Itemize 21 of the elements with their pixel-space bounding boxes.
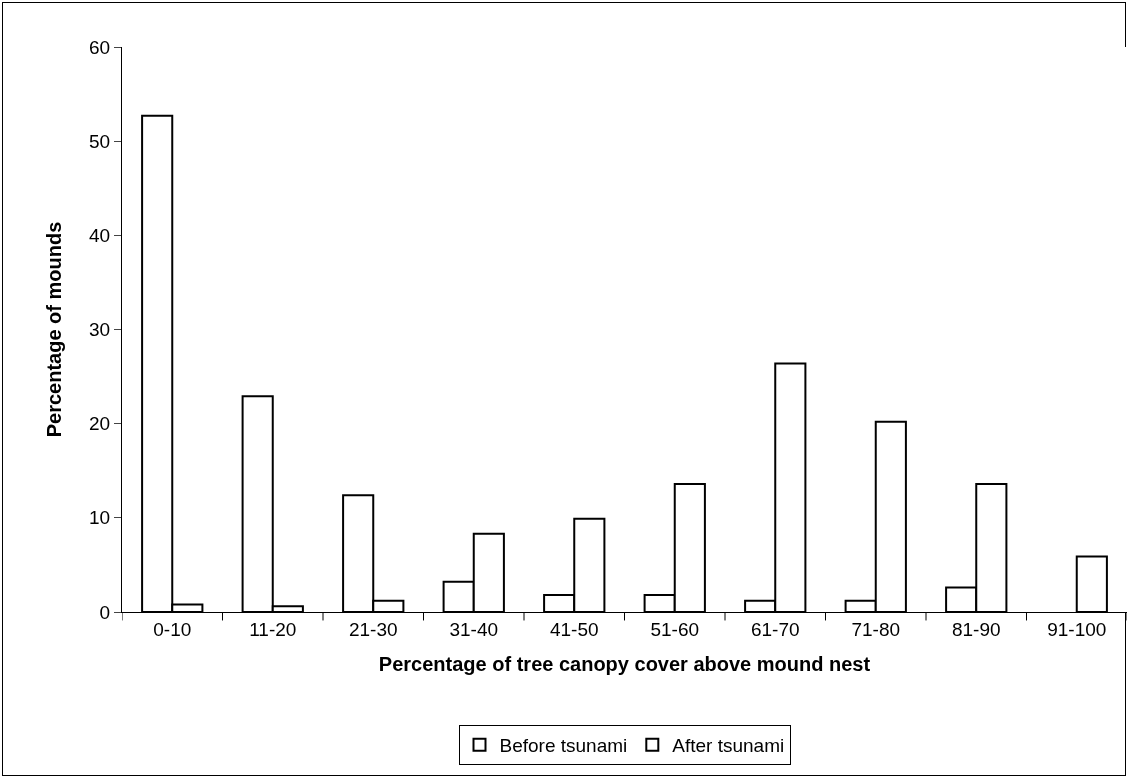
x-tick-label: 11-20 — [249, 618, 297, 640]
x-tick-label: 51-60 — [650, 618, 700, 640]
y-tick-label: 10 — [89, 507, 111, 529]
y-tick-label: 40 — [89, 224, 111, 246]
x-tick-label: 31-40 — [449, 618, 499, 640]
x-tick-label: 81-90 — [951, 618, 1001, 640]
y-tick-label: 30 — [89, 319, 111, 341]
x-tick-label: 61-70 — [750, 618, 800, 640]
y-axis-title: Percentage of mounds — [42, 221, 65, 438]
x-tick-label: 91-100 — [1047, 618, 1107, 640]
x-tick-label: 41-50 — [549, 618, 599, 640]
y-tick-label: 20 — [89, 413, 111, 435]
y-tick-label: 60 — [89, 36, 111, 58]
x-tick-label: 21-30 — [348, 618, 398, 640]
x-tick-label: 0-10 — [153, 618, 192, 640]
legend-label: Before tsunami — [499, 735, 628, 757]
y-tick-label: 0 — [99, 601, 111, 623]
legend-label: After tsunami — [672, 735, 785, 757]
y-tick-label: 50 — [89, 130, 111, 152]
x-tick-label: 71-80 — [851, 618, 901, 640]
x-axis-title: Percentage of tree canopy cover above mound nest — [378, 653, 871, 676]
